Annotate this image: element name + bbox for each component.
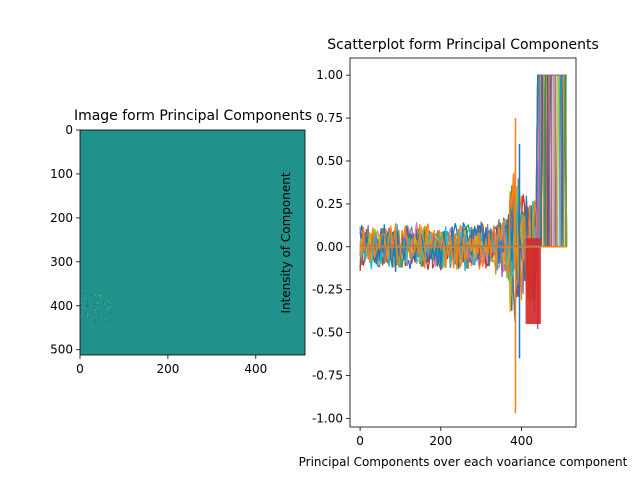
image-speck <box>80 303 82 305</box>
image-speck <box>98 304 100 306</box>
image-y-tick-label: 200 <box>50 211 73 225</box>
image-y-tick-label: 300 <box>50 255 73 269</box>
image-speck <box>84 314 86 316</box>
image-speck <box>80 315 82 317</box>
line-y-tick-label: 0.00 <box>316 240 343 254</box>
image-speck <box>92 301 94 303</box>
image-speck <box>102 300 104 302</box>
image-speck <box>104 320 106 322</box>
image-axes: Image form Principal Components 0 200 400 … <box>50 108 312 376</box>
image-speck <box>87 306 89 308</box>
image-speck <box>105 297 107 299</box>
image-speck <box>102 312 104 314</box>
image-speck <box>99 295 101 297</box>
image-speck <box>100 294 102 296</box>
image-speck <box>92 307 94 309</box>
image-speck <box>94 322 96 324</box>
image-speck <box>100 319 102 321</box>
image-speck <box>95 320 97 322</box>
image-y-tick-label: 400 <box>50 299 73 313</box>
line-y-label: Intensity of Component <box>279 172 293 313</box>
image-x-ticks: 0 200 400 <box>76 355 267 376</box>
image-speck <box>103 303 105 305</box>
image-speck <box>80 302 82 304</box>
image-speck <box>91 294 93 296</box>
image-speck <box>82 293 84 295</box>
line-title: Scatterplot form Principal Components <box>327 37 599 53</box>
image-speck <box>82 319 84 321</box>
line-frame <box>349 57 577 428</box>
image-speck <box>86 304 88 306</box>
image-speck <box>87 315 89 317</box>
line-x-tick-label: 200 <box>429 434 452 448</box>
line-axes: Scatterplot form Principal Components 0 2… <box>279 37 628 469</box>
image-speck <box>110 306 112 308</box>
image-speck <box>102 312 104 314</box>
image-speck <box>100 301 102 303</box>
image-speck <box>95 309 97 311</box>
line-series-group <box>359 74 568 414</box>
image-speck <box>110 312 112 314</box>
image-speck <box>95 306 97 308</box>
image-y-ticks: 0 100 200 300 400 500 <box>50 123 80 357</box>
image-speck <box>105 318 107 320</box>
line-y-tick-label: -0.75 <box>312 369 343 383</box>
line-y-ticks: -1.00 -0.75 -0.50 -0.25 0.00 0.25 0.50 0.75 1.00 <box>312 68 350 425</box>
image-speck <box>94 319 96 321</box>
line-y-tick-label: 0.75 <box>316 111 343 125</box>
image-heatmap <box>80 130 305 355</box>
line-y-tick-label: -0.25 <box>312 283 343 297</box>
image-speck <box>88 316 90 318</box>
image-title: Image form Principal Components <box>74 108 312 124</box>
image-speck <box>109 302 111 304</box>
image-y-tick-label: 100 <box>50 167 73 181</box>
image-speck <box>97 307 99 309</box>
image-speck <box>85 305 87 307</box>
image-speck <box>89 293 91 295</box>
image-x-tick-label: 0 <box>76 362 84 376</box>
image-frame <box>79 129 306 356</box>
line-x-tick-label: 0 <box>356 434 364 448</box>
image-speck <box>95 294 97 296</box>
line-y-tick-label: 0.50 <box>316 154 343 168</box>
line-y-tick-label: -1.00 <box>312 411 343 425</box>
image-speck <box>83 320 85 322</box>
image-speck <box>83 306 85 308</box>
image-speck <box>94 296 96 298</box>
image-speck <box>109 321 111 323</box>
image-speck <box>107 300 109 302</box>
line-x-label: Principal Components over each voariance… <box>299 455 628 469</box>
image-speck <box>83 307 85 309</box>
image-y-tick-label: 0 <box>65 123 73 137</box>
image-speck <box>84 297 86 299</box>
image-speck <box>102 302 104 304</box>
image-speck <box>107 307 109 309</box>
image-speck <box>107 308 109 310</box>
image-speck <box>93 295 95 297</box>
line-x-tick-label: 400 <box>510 434 533 448</box>
image-speck <box>87 301 89 303</box>
image-y-tick-label: 500 <box>50 343 73 357</box>
image-speck <box>82 294 84 296</box>
image-speck <box>87 313 89 315</box>
image-speck <box>82 321 84 323</box>
image-speck <box>93 306 95 308</box>
line-x-ticks: 0 200 400 <box>356 427 533 448</box>
line-y-tick-label: 1.00 <box>316 68 343 82</box>
image-speck <box>100 296 102 298</box>
line-y-tick-label: 0.25 <box>316 197 343 211</box>
image-speckle <box>80 293 112 324</box>
image-x-tick-label: 400 <box>244 362 267 376</box>
component-series-block <box>525 238 541 325</box>
line-y-tick-label: -0.50 <box>312 326 343 340</box>
image-x-tick-label: 200 <box>156 362 179 376</box>
image-speck <box>96 302 98 304</box>
image-speck <box>81 321 83 323</box>
image-speck <box>92 313 94 315</box>
image-speck <box>93 304 95 306</box>
